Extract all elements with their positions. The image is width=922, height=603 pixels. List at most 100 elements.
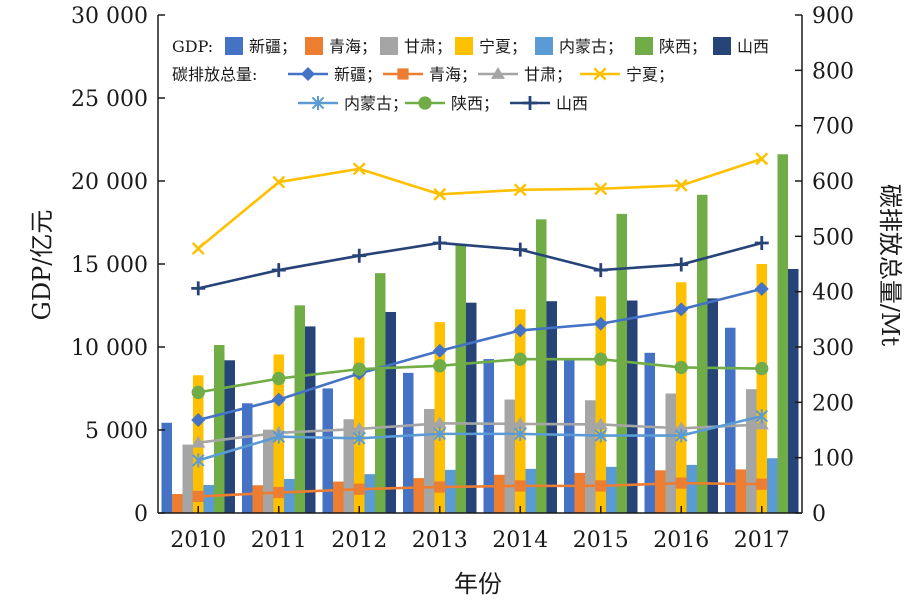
legend-label-bar-新疆: 新疆； (249, 37, 297, 56)
bar-宁夏-2015 (595, 296, 606, 513)
bar-新疆-2011 (242, 403, 253, 513)
marker-新疆-2016 (674, 302, 689, 317)
bar-新疆-2013 (403, 372, 414, 513)
marker-青海-2010 (192, 490, 204, 502)
marker-陕西-2012 (352, 362, 366, 376)
marker-内蒙古-2011 (272, 429, 286, 444)
bar-青海-2013 (413, 478, 424, 513)
right-tick-label-800: 800 (812, 59, 854, 84)
bar-青海-2012 (333, 481, 344, 513)
bar-陕西-2010 (214, 345, 225, 513)
left-tick-label-25 000: 25 000 (71, 87, 148, 112)
left-tick-label-30 000: 30 000 (71, 4, 148, 29)
marker-山西-2016 (674, 257, 689, 272)
legend-swatch-bar-新疆 (225, 37, 243, 55)
bar-山西-2012 (385, 311, 396, 513)
marker-内蒙古-2015 (594, 428, 608, 443)
legend-gdp-heading: GDP: (172, 37, 213, 56)
bars-layer (161, 154, 799, 514)
legend-swatch-bar-甘肃 (380, 37, 398, 55)
bar-山西-2017 (788, 268, 799, 513)
marker-陕西-2017 (755, 361, 769, 376)
marker-山西-2017 (754, 235, 769, 250)
axes-layer: 0 5 000 10 000 15 000 20 000 25 000 30 000 0 100… (71, 4, 854, 553)
marker-宁夏-2017 (755, 152, 769, 166)
line-山西 (197, 241, 763, 290)
bar-甘肃-2013 (424, 408, 435, 513)
marker-陕西-2015 (594, 352, 608, 366)
bar-甘肃-2011 (263, 429, 274, 513)
legend-label-line-宁夏: 宁夏； (626, 65, 674, 84)
legend-label-line-陕西: 陕西； (451, 94, 499, 113)
bar-山西-2014 (546, 301, 557, 513)
bar-陕西-2017 (777, 154, 788, 514)
marker-山西-2010 (191, 281, 206, 296)
left-tick-label-10 000: 10 000 (71, 336, 148, 361)
bar-甘肃-2015 (585, 400, 596, 513)
legend-swatch-bar-青海 (305, 37, 323, 55)
marker-陕西-2016 (674, 360, 688, 375)
bar-甘肃-2017 (746, 389, 757, 513)
legend-carbon-heading: 碳排放总量: (172, 65, 257, 84)
marker-新疆-2010 (191, 413, 206, 428)
bar-陕西-2016 (697, 194, 708, 513)
marker-宁夏-2016 (674, 178, 688, 192)
right-tick-label-900: 900 (812, 4, 854, 29)
marker-山西-2011 (271, 263, 286, 278)
right-tick-label-0: 0 (812, 502, 826, 527)
marker-内蒙古-2017 (755, 409, 769, 424)
left-tick-label-5 000: 5 000 (85, 419, 148, 444)
x-tick-label-2016: 2016 (653, 528, 709, 553)
legend-marker-山西 (523, 96, 537, 110)
right-tick-label-600: 600 (812, 170, 854, 195)
right-tick-label-100: 100 (812, 447, 854, 472)
bar-山西-2010 (224, 360, 235, 513)
lines-layer (191, 152, 769, 502)
marker-宁夏-2011 (272, 175, 286, 189)
x-tick-label-2017: 2017 (734, 528, 790, 553)
bar-内蒙古-2012 (364, 474, 375, 513)
marker-宁夏-2013 (433, 187, 447, 201)
legend-label-line-甘肃: 甘肃； (524, 65, 572, 84)
line-青海 (198, 481, 762, 498)
marker-甘肃-2017 (754, 417, 769, 430)
marker-青海-2015 (595, 480, 607, 492)
x-tick-label-2015: 2015 (573, 528, 629, 553)
marker-甘肃-2010 (191, 435, 206, 448)
legend-label-bar-青海: 青海； (329, 37, 377, 56)
marker-宁夏-2012 (352, 162, 366, 176)
bar-陕西-2011 (294, 305, 305, 513)
marker-新疆-2015 (593, 316, 608, 331)
bar-内蒙古-2015 (606, 466, 617, 513)
marker-甘肃-2012 (352, 421, 367, 434)
x-tick-label-2014: 2014 (492, 528, 548, 553)
marker-新疆-2013 (432, 343, 447, 358)
marker-山西-2015 (593, 263, 608, 278)
legend-marker-陕西 (418, 96, 432, 110)
bar-青海-2017 (735, 469, 746, 513)
x-tick-label-2010: 2010 (170, 528, 226, 553)
marker-宁夏-2014 (513, 183, 527, 197)
line-新疆 (197, 287, 763, 422)
bar-山西-2013 (466, 302, 477, 513)
line-宁夏 (197, 157, 763, 250)
marker-青海-2013 (434, 481, 446, 493)
legend-label-bar-陕西: 陕西； (659, 37, 707, 56)
legend-label-bar-甘肃: 甘肃； (404, 37, 452, 56)
bar-山西-2016 (707, 298, 718, 513)
bar-内蒙古-2013 (445, 469, 456, 513)
bar-甘肃-2014 (504, 399, 515, 513)
x-tick-label-2013: 2013 (412, 528, 468, 553)
marker-青海-2011 (273, 486, 285, 499)
bar-陕西-2013 (455, 243, 466, 513)
bar-内蒙古-2010 (203, 484, 214, 513)
marker-新疆-2014 (513, 323, 528, 338)
right-tick-label-700: 700 (812, 115, 854, 140)
marker-山西-2012 (352, 248, 367, 263)
right-tick-label-300: 300 (812, 336, 854, 361)
bar-甘肃-2012 (343, 419, 354, 513)
bar-陕西-2014 (536, 219, 547, 513)
left-y-axis-title: GDP/亿元 (28, 210, 56, 321)
bar-甘肃-2010 (182, 444, 193, 513)
left-tick-label-20 000: 20 000 (71, 170, 148, 195)
